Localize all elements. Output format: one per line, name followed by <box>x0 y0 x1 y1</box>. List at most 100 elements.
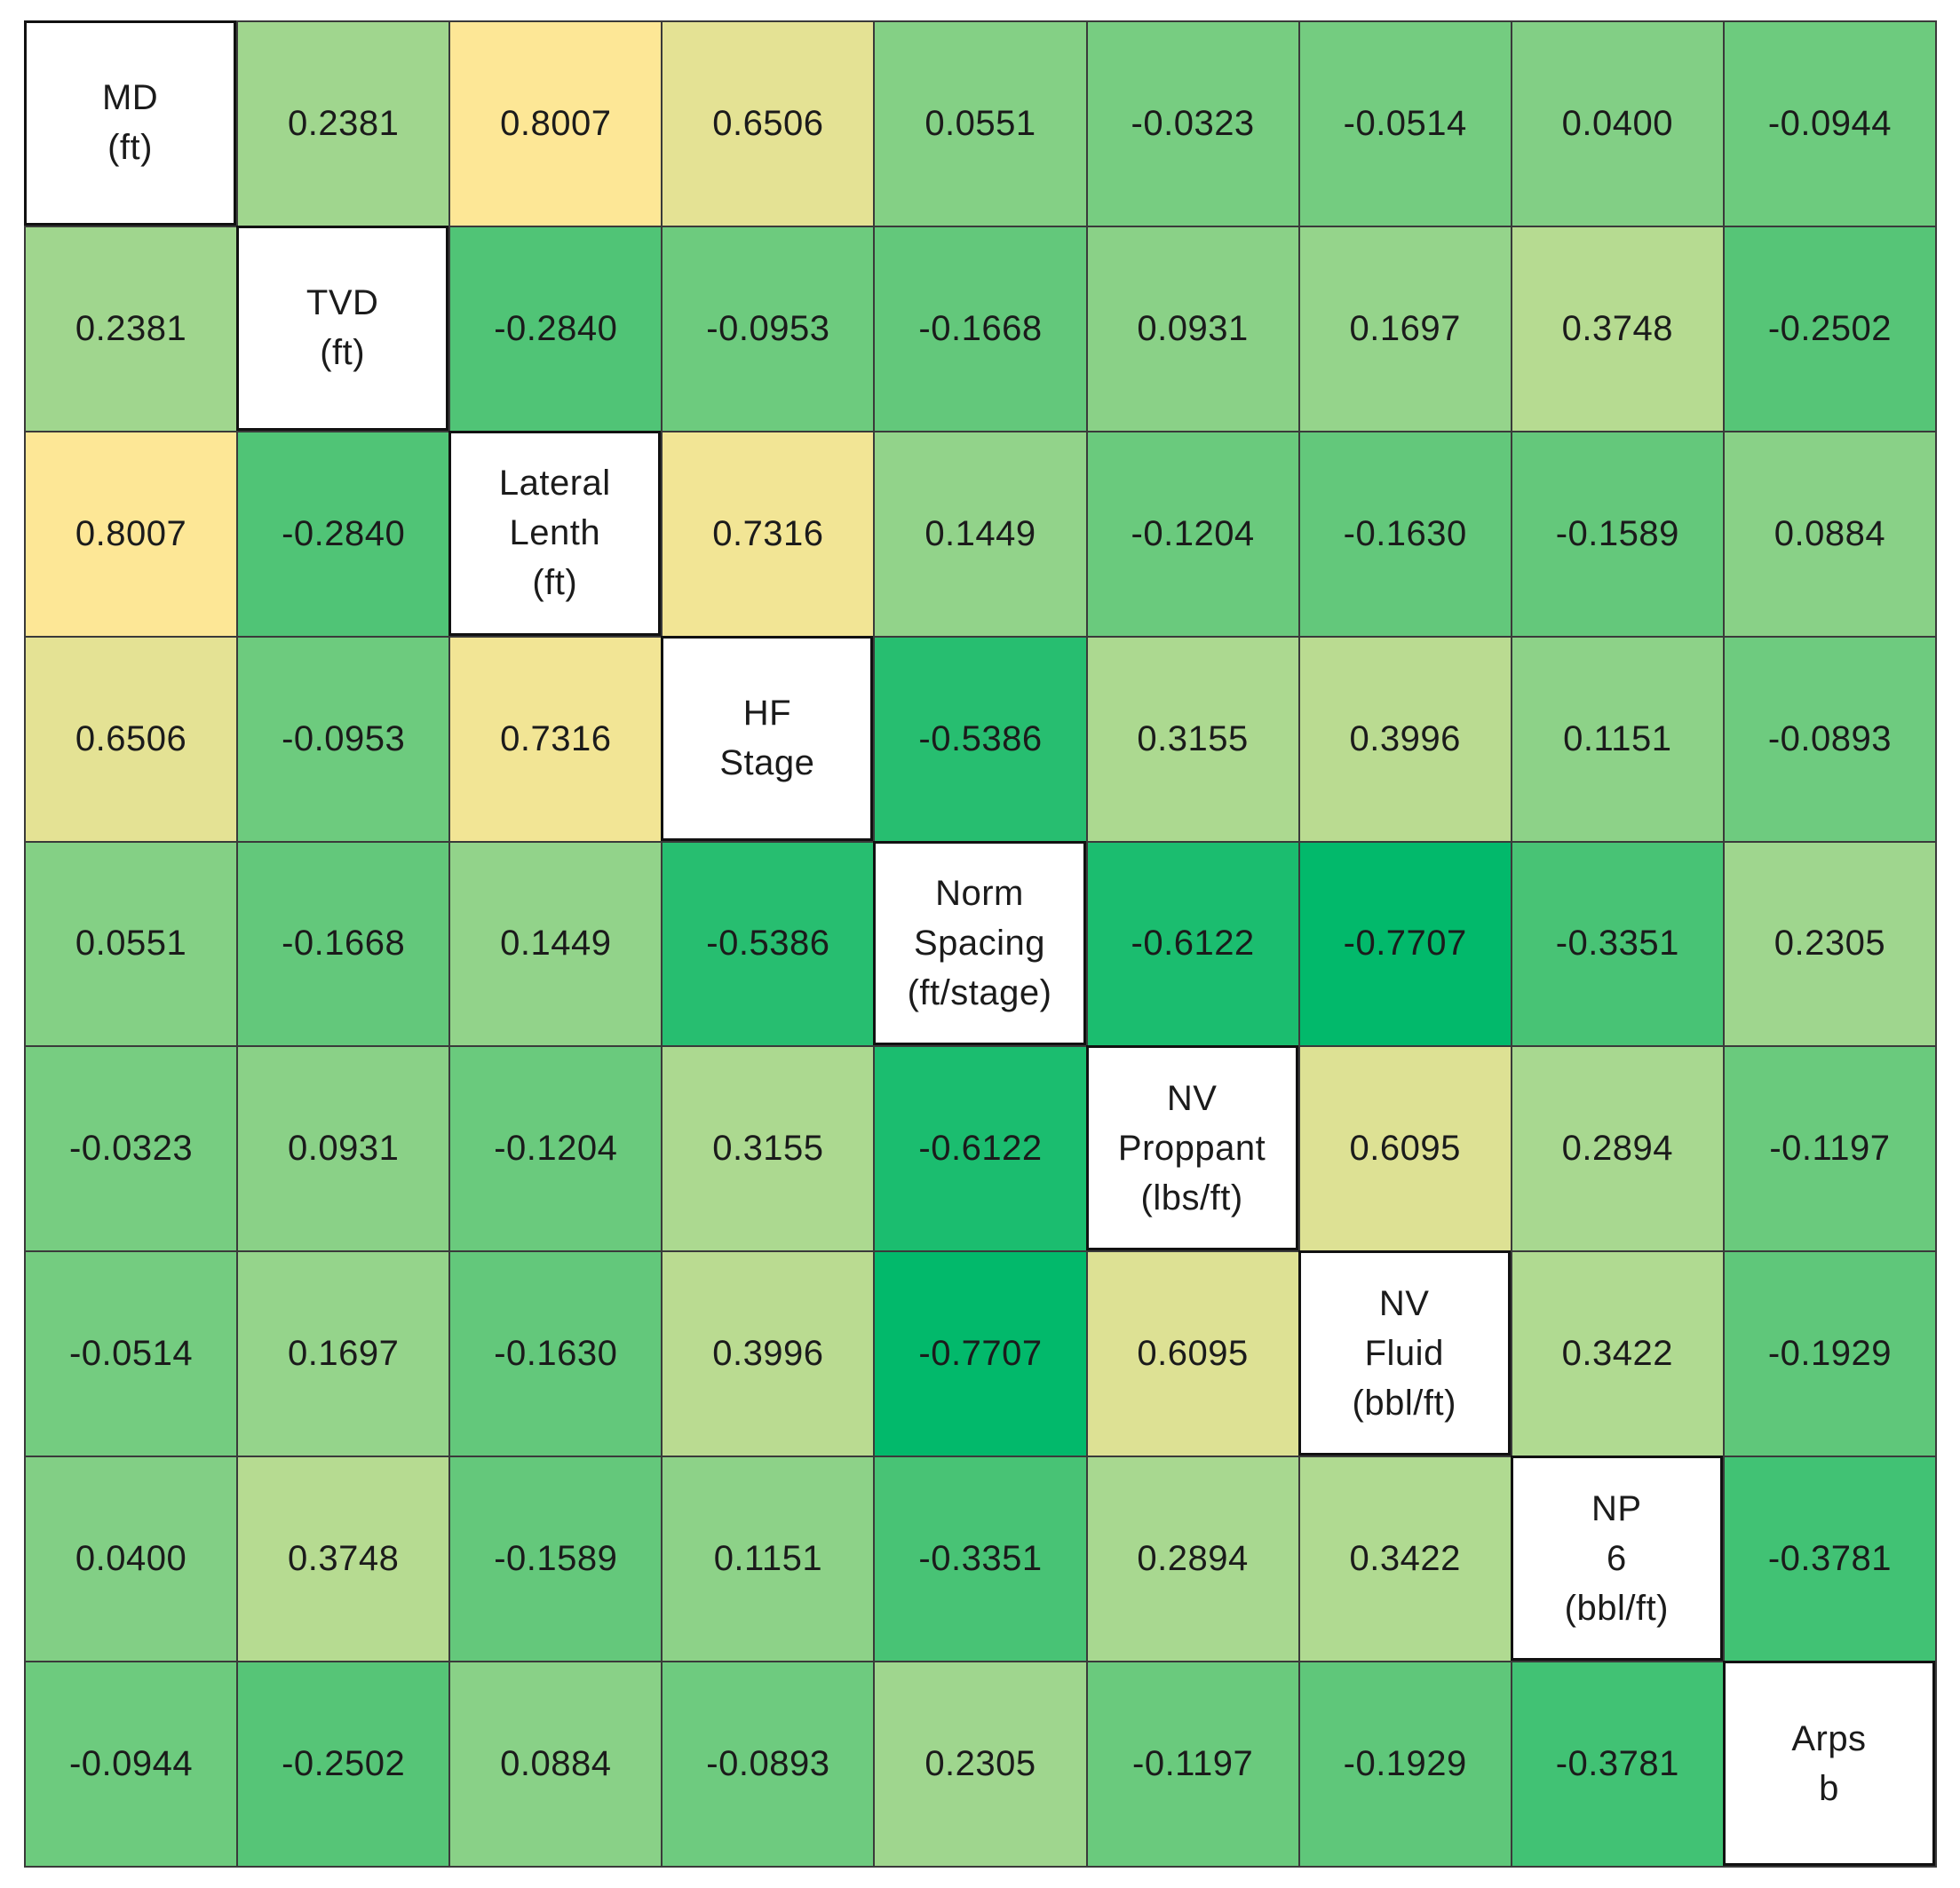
variable-label-line: (bbl/ft) <box>1352 1383 1456 1423</box>
variable-label: NV Proppant (lbs/ft) <box>1085 1045 1298 1251</box>
variable-label: HF Stage <box>661 635 874 841</box>
correlation-cell: -0.5386 <box>661 840 874 1046</box>
correlation-cell: -0.1668 <box>873 225 1086 431</box>
correlation-cell: 0.1697 <box>1297 225 1511 431</box>
correlation-cell: 0.0400 <box>1510 20 1723 226</box>
correlation-cell: -0.0953 <box>236 635 449 841</box>
correlation-cell: 0.3996 <box>661 1250 874 1456</box>
correlation-cell: 0.0551 <box>873 20 1086 226</box>
correlation-cell: -0.1204 <box>1085 430 1298 636</box>
correlation-cell: -0.1668 <box>236 840 449 1046</box>
correlation-cell: -0.3351 <box>1510 840 1723 1046</box>
correlation-cell: -0.3351 <box>873 1456 1086 1662</box>
variable-label: NV Fluid (bbl/ft) <box>1297 1250 1511 1456</box>
variable-label-line: Lenth <box>509 513 601 553</box>
correlation-cell: -0.7707 <box>873 1250 1086 1456</box>
correlation-cell: -0.1929 <box>1297 1661 1511 1866</box>
correlation-cell: 0.0931 <box>1085 225 1298 431</box>
correlation-cell: 0.7316 <box>448 635 662 841</box>
correlation-cell: -0.0944 <box>24 1661 237 1866</box>
variable-label: Norm Spacing (ft/stage) <box>873 840 1086 1046</box>
variable-label-line: Arps <box>1791 1718 1867 1758</box>
correlation-cell: 0.3422 <box>1297 1456 1511 1662</box>
correlation-cell: -0.1589 <box>448 1456 662 1662</box>
correlation-cell: 0.3748 <box>236 1456 449 1662</box>
variable-label-line: Spacing <box>913 923 1046 963</box>
correlation-cell: 0.2305 <box>1722 840 1935 1046</box>
correlation-cell: -0.0893 <box>1722 635 1935 841</box>
variable-label-line: NV <box>1378 1283 1430 1323</box>
correlation-cell: -0.0944 <box>1722 20 1935 226</box>
correlation-cell: -0.1630 <box>1297 430 1511 636</box>
correlation-cell: -0.6122 <box>1085 840 1298 1046</box>
variable-label-line: NP <box>1591 1488 1642 1528</box>
variable-label-line: MD <box>101 78 159 118</box>
correlation-cell: -0.0323 <box>24 1045 237 1251</box>
variable-label-line: b <box>1819 1768 1839 1808</box>
correlation-cell: 0.1151 <box>1510 635 1723 841</box>
correlation-cell: 0.0400 <box>24 1456 237 1662</box>
variable-label-line: (ft) <box>320 333 366 373</box>
variable-label-line: HF <box>742 694 792 734</box>
variable-label-line: Fluid <box>1364 1333 1444 1373</box>
variable-label-line: (lbs/ft) <box>1140 1178 1243 1218</box>
correlation-cell: -0.2502 <box>1722 225 1935 431</box>
variable-label-line: NV <box>1166 1078 1218 1118</box>
correlation-cell: -0.2840 <box>448 225 662 431</box>
correlation-cell: -0.6122 <box>873 1045 1086 1251</box>
variable-label: Arps b <box>1722 1661 1935 1866</box>
correlation-cell: 0.0884 <box>448 1661 662 1866</box>
correlation-cell: 0.2381 <box>24 225 237 431</box>
correlation-cell: 0.1697 <box>236 1250 449 1456</box>
correlation-cell: 0.8007 <box>448 20 662 226</box>
variable-label: MD (ft) <box>24 20 237 226</box>
correlation-cell: 0.2305 <box>873 1661 1086 1866</box>
correlation-cell: -0.1204 <box>448 1045 662 1251</box>
correlation-cell: 0.1151 <box>661 1456 874 1662</box>
correlation-cell: -0.2502 <box>236 1661 449 1866</box>
variable-label-line: Lateral <box>498 464 611 504</box>
correlation-cell: -0.5386 <box>873 635 1086 841</box>
correlation-cell: 0.6095 <box>1297 1045 1511 1251</box>
correlation-cell: -0.0953 <box>661 225 874 431</box>
correlation-cell: 0.7316 <box>661 430 874 636</box>
variable-label-line: Proppant <box>1117 1128 1266 1168</box>
variable-label-line: (ft) <box>107 128 153 168</box>
correlation-cell: 0.3996 <box>1297 635 1511 841</box>
variable-label: NP 6 (bbl/ft) <box>1510 1456 1723 1662</box>
correlation-cell: -0.1197 <box>1085 1661 1298 1866</box>
variable-label-line: TVD <box>306 283 379 323</box>
variable-label-line: Norm <box>935 873 1024 913</box>
correlation-cell: -0.1929 <box>1722 1250 1935 1456</box>
correlation-cell: -0.1589 <box>1510 430 1723 636</box>
variable-label: TVD (ft) <box>236 225 449 431</box>
correlation-cell: 0.8007 <box>24 430 237 636</box>
correlation-cell: -0.3781 <box>1722 1456 1935 1662</box>
correlation-cell: 0.6506 <box>24 635 237 841</box>
variable-label-line: (ft) <box>532 563 578 603</box>
correlation-cell: 0.3422 <box>1510 1250 1723 1456</box>
correlation-cell: 0.2381 <box>236 20 449 226</box>
correlation-cell: -0.0514 <box>24 1250 237 1456</box>
variable-label-line: (ft/stage) <box>907 972 1052 1012</box>
variable-label-line: (bbl/ft) <box>1564 1588 1669 1628</box>
correlation-cell: -0.7707 <box>1297 840 1511 1046</box>
correlation-cell: -0.0514 <box>1297 20 1511 226</box>
correlation-cell: 0.0884 <box>1722 430 1935 636</box>
variable-label-line: 6 <box>1606 1538 1627 1578</box>
variable-label-line: Stage <box>719 743 815 783</box>
correlation-cell: -0.2840 <box>236 430 449 636</box>
correlation-cell: 0.3748 <box>1510 225 1723 431</box>
correlation-cell: 0.0551 <box>24 840 237 1046</box>
correlation-cell: 0.2894 <box>1085 1456 1298 1662</box>
correlation-matrix: MD (ft) 0.2381 0.8007 0.6506 0.0551 -0.0323 -0.… <box>24 20 1937 1868</box>
correlation-cell: 0.2894 <box>1510 1045 1723 1251</box>
correlation-cell: -0.0323 <box>1085 20 1298 226</box>
correlation-cell: 0.0931 <box>236 1045 449 1251</box>
correlation-cell: 0.1449 <box>448 840 662 1046</box>
variable-label: Lateral Lenth (ft) <box>448 430 662 636</box>
correlation-cell: -0.1197 <box>1722 1045 1935 1251</box>
correlation-cell: -0.0893 <box>661 1661 874 1866</box>
correlation-cell: 0.3155 <box>661 1045 874 1251</box>
correlation-cell: -0.1630 <box>448 1250 662 1456</box>
